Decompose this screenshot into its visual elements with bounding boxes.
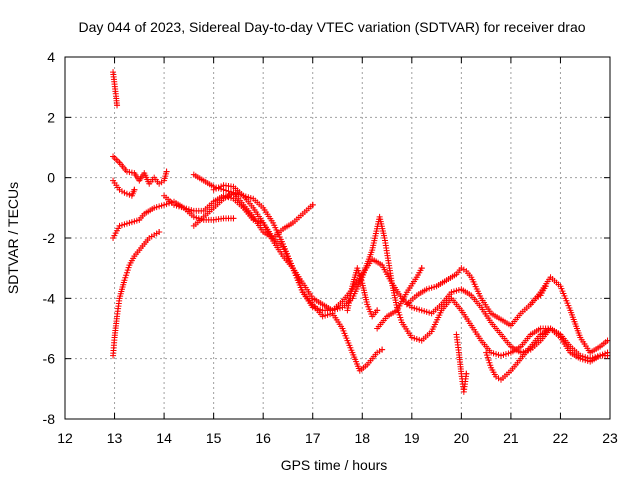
x-tick-label: 16 (255, 430, 271, 446)
y-tick-label: -8 (43, 411, 56, 427)
data-point (396, 311, 403, 318)
data-point (374, 307, 381, 314)
series-arc-10 (344, 265, 381, 320)
series-arc-03 (110, 177, 138, 199)
data-point (121, 277, 128, 284)
x-tick-label: 15 (206, 430, 222, 446)
x-tick-label: 21 (503, 430, 519, 446)
y-axis-label: SDTVAR / TECUs (5, 182, 21, 294)
series-arc-13 (453, 331, 470, 395)
data-point (357, 275, 364, 282)
series-arc-09 (210, 182, 611, 365)
series-arc-02 (110, 153, 170, 187)
data-point (484, 354, 491, 361)
series-arc-08 (190, 189, 386, 374)
data-point (355, 270, 362, 277)
series-arc-14 (483, 325, 554, 383)
chart-title: Day 044 of 2023, Sidereal Day-to-day VTE… (78, 19, 585, 35)
y-tick-label: 0 (47, 170, 55, 186)
data-point (358, 277, 365, 284)
data-point (483, 349, 490, 356)
series-arc-01 (110, 69, 121, 109)
data-points (110, 69, 611, 395)
data-point (230, 215, 237, 222)
data-point (398, 316, 405, 323)
data-point (123, 269, 130, 276)
y-tick-label: -6 (43, 351, 56, 367)
x-axis-label: GPS time / hours (281, 457, 388, 473)
series-arc-11 (374, 265, 425, 332)
data-point (309, 201, 316, 208)
data-point (114, 102, 121, 109)
data-point (156, 228, 163, 235)
y-tick-label: -4 (43, 290, 56, 306)
series-arc-07 (190, 171, 611, 362)
data-point (483, 352, 490, 359)
x-tick-label: 20 (454, 430, 470, 446)
data-point (356, 272, 363, 279)
data-point (547, 325, 554, 332)
plot-frame (64, 56, 611, 420)
x-tick-label: 18 (354, 430, 370, 446)
y-tick-label: 4 (47, 49, 55, 65)
y-tick-label: 2 (47, 109, 55, 125)
x-tick-label: 23 (602, 430, 618, 446)
x-tick-label: 17 (305, 430, 321, 446)
data-point (163, 168, 170, 175)
data-point (379, 346, 386, 353)
series-arc-05 (110, 228, 163, 359)
x-tick-label: 14 (156, 430, 172, 446)
data-point (487, 362, 494, 369)
data-point (397, 314, 404, 321)
data-point (122, 274, 129, 281)
x-axis-ticks: 12 13 14 15 16 17 18 19 20 21 22 23 (57, 57, 618, 446)
data-point (542, 283, 549, 290)
series-arc-15 (527, 283, 549, 308)
data-point (354, 265, 361, 272)
data-point (131, 186, 138, 193)
data-point (124, 267, 131, 274)
data-point (486, 359, 493, 366)
x-tick-label: 22 (553, 430, 569, 446)
x-tick-label: 19 (404, 430, 420, 446)
data-point (125, 264, 132, 271)
y-axis-ticks: -8 -6 -4 -2 0 2 4 (43, 49, 610, 427)
data-point (418, 265, 425, 272)
y-tick-label: -2 (43, 230, 56, 246)
x-tick-label: 12 (57, 430, 73, 446)
data-point (463, 370, 470, 377)
data-point (355, 267, 362, 274)
data-point (485, 357, 492, 364)
data-point (123, 272, 130, 279)
x-tick-label: 13 (107, 430, 123, 446)
